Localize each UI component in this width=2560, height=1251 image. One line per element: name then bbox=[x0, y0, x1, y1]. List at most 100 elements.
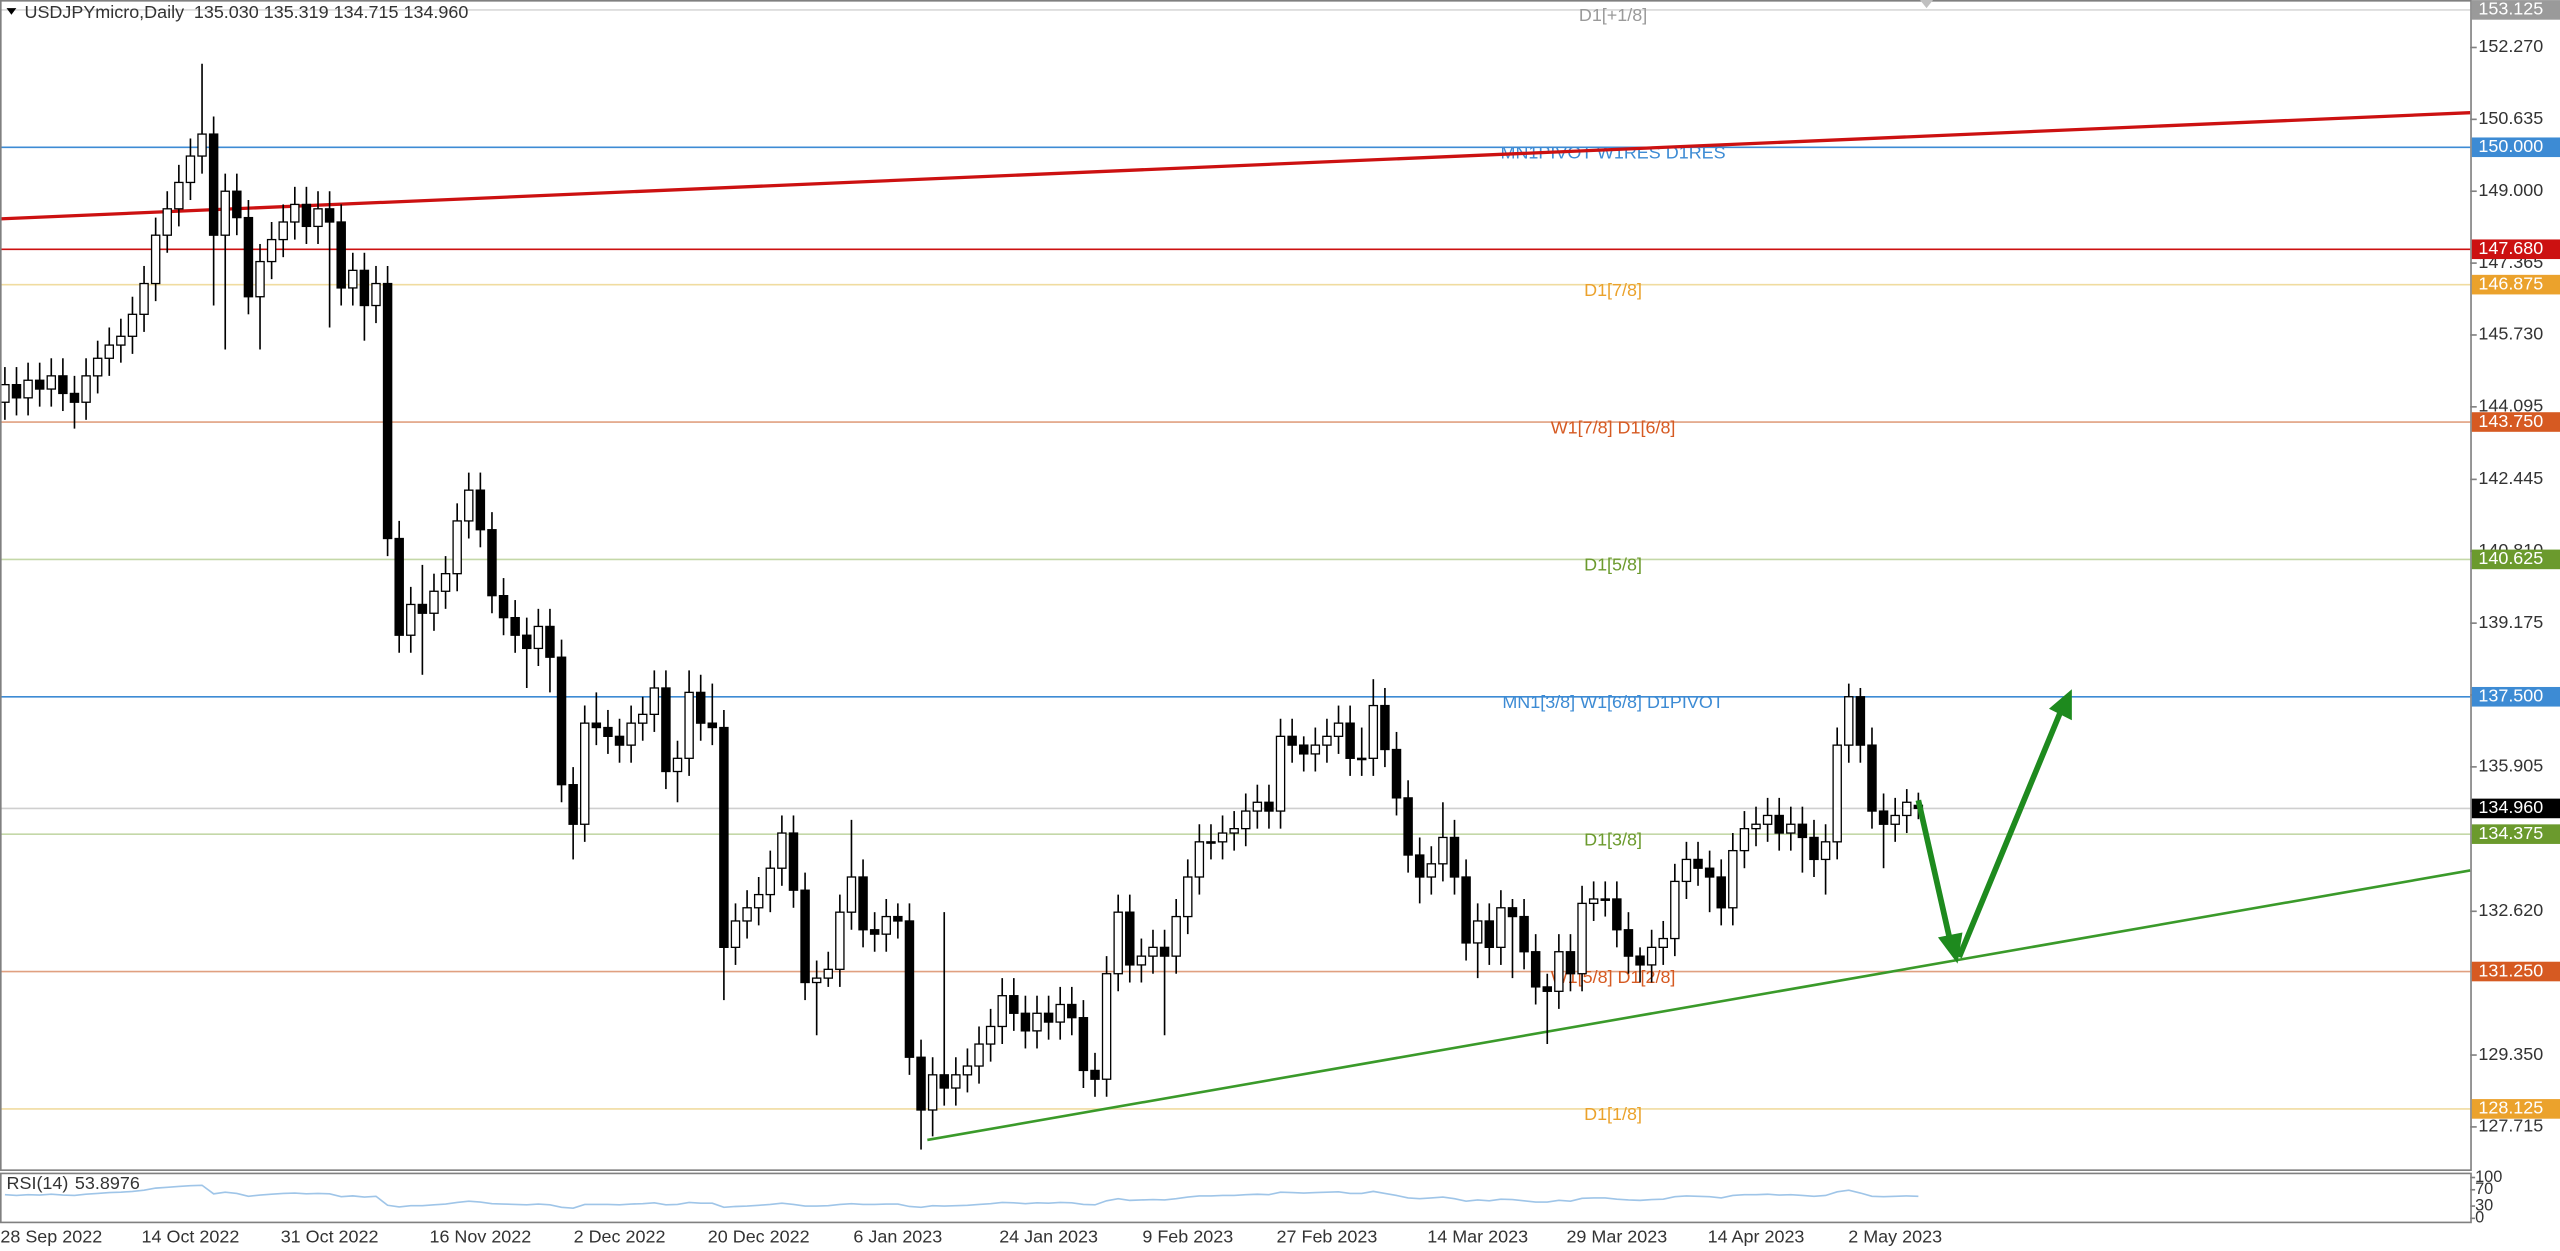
candle-body bbox=[1588, 898, 1599, 905]
candle-body bbox=[220, 190, 230, 236]
candle-body bbox=[1646, 946, 1657, 966]
candle-body bbox=[348, 269, 358, 289]
rsi-tick-label: 30 bbox=[2475, 1196, 2493, 1214]
candle-body bbox=[1461, 876, 1471, 944]
level-box bbox=[2471, 412, 2560, 432]
y-tick-label: 135.905 bbox=[2478, 756, 2543, 776]
price-axis: 152.270150.635149.000147.365145.730144.0… bbox=[2470, 0, 2560, 1136]
candle-body bbox=[742, 907, 752, 922]
candle-body bbox=[881, 915, 891, 935]
level-box bbox=[2471, 1099, 2560, 1119]
candle-body bbox=[637, 713, 648, 724]
candle-body bbox=[1530, 951, 1541, 988]
candle-body bbox=[1739, 827, 1750, 852]
candle-body bbox=[1472, 920, 1483, 944]
candle-body bbox=[1403, 797, 1413, 856]
forecast-arrows bbox=[1915, 689, 2072, 964]
candle-body bbox=[1832, 744, 1842, 843]
symbol: USDJPYmicro,Daily bbox=[24, 2, 184, 22]
level-box-label: 140.625 bbox=[2478, 548, 2543, 568]
level-name: D1[3/8] bbox=[1584, 829, 1642, 849]
candle-body bbox=[1009, 995, 1019, 1014]
candle-body bbox=[846, 876, 857, 913]
candle-body bbox=[150, 234, 161, 285]
candle-body bbox=[1414, 854, 1425, 878]
candle-body bbox=[1159, 946, 1170, 957]
candle-body bbox=[1612, 898, 1622, 931]
candle-body bbox=[568, 784, 578, 825]
candle-body bbox=[1125, 911, 1135, 966]
candle-body bbox=[1055, 1003, 1065, 1023]
trend-line bbox=[0, 111, 2471, 221]
candle-body bbox=[440, 573, 451, 592]
quote: 135.030 135.319 134.715 134.960 bbox=[194, 2, 469, 22]
candle-body bbox=[811, 977, 822, 984]
level-box-label: 147.680 bbox=[2478, 238, 2543, 258]
plot-frame bbox=[0, 0, 2472, 1171]
level-box bbox=[2471, 549, 2560, 570]
candle-body bbox=[266, 238, 277, 263]
candle-body bbox=[661, 687, 671, 773]
candle-body bbox=[58, 375, 68, 395]
candle-body bbox=[1333, 722, 1344, 737]
level-name: D1[+1/8] bbox=[1579, 5, 1647, 25]
x-tick-label: 2 May 2023 bbox=[1848, 1227, 1942, 1247]
y-tick-label: 150.635 bbox=[2478, 108, 2543, 128]
candle-body bbox=[533, 625, 544, 650]
y-tick-label: 142.445 bbox=[2478, 468, 2543, 488]
y-tick-label: 145.730 bbox=[2478, 324, 2543, 344]
candle-body bbox=[916, 1056, 926, 1111]
candle-body bbox=[939, 1074, 949, 1089]
level-box-label: 134.375 bbox=[2478, 823, 2543, 843]
x-tick-label: 6 Jan 2023 bbox=[853, 1227, 942, 1247]
rsi-frame bbox=[0, 1172, 2472, 1224]
candle-body bbox=[208, 133, 219, 236]
candle-body bbox=[1902, 801, 1912, 817]
x-tick-label: 27 Feb 2023 bbox=[1277, 1227, 1378, 1247]
candle-body bbox=[672, 757, 683, 773]
candle-body bbox=[1299, 744, 1309, 755]
candle-body bbox=[1774, 814, 1784, 834]
candle-body bbox=[1264, 801, 1274, 812]
candle-body bbox=[869, 929, 880, 935]
candle-body bbox=[243, 216, 254, 298]
candle-body bbox=[1762, 814, 1773, 825]
candle-body bbox=[1751, 823, 1761, 830]
level-box bbox=[2471, 0, 2560, 20]
candle-body bbox=[104, 344, 115, 359]
date-axis: 28 Sep 2022 14 Oct 2022 31 Oct 2022 16 Nov … bbox=[0, 1227, 1942, 1247]
candle-body bbox=[1032, 1012, 1042, 1032]
candle-body bbox=[487, 529, 497, 597]
candle-body bbox=[174, 181, 184, 210]
x-tick-label: 20 Dec 2022 bbox=[708, 1227, 810, 1247]
candle-body bbox=[522, 634, 532, 650]
y-tick-label: 129.350 bbox=[2478, 1044, 2543, 1064]
x-tick-label: 16 Nov 2022 bbox=[429, 1227, 531, 1247]
menu-triangle[interactable] bbox=[6, 8, 17, 15]
level-name: D1[1/8] bbox=[1584, 1104, 1642, 1124]
x-tick-label: 14 Mar 2023 bbox=[1427, 1227, 1528, 1247]
candle-body bbox=[116, 335, 126, 346]
candle-body bbox=[1426, 863, 1437, 878]
candle-body bbox=[1310, 744, 1321, 755]
rsi-line bbox=[4, 1184, 1919, 1209]
candle-body bbox=[1148, 946, 1158, 957]
candle-body bbox=[1867, 744, 1877, 812]
candle-body bbox=[1704, 867, 1715, 878]
x-tick-label: 2 Dec 2022 bbox=[574, 1227, 666, 1247]
candle-body bbox=[777, 832, 787, 869]
rsi-tick-label: 70 bbox=[2475, 1180, 2493, 1198]
candle-body bbox=[695, 691, 706, 724]
candle-body bbox=[324, 208, 335, 223]
candle-body bbox=[1797, 823, 1808, 839]
candle-body bbox=[1380, 704, 1390, 751]
candle-body bbox=[1020, 1012, 1031, 1032]
level-box-label: 137.500 bbox=[2478, 686, 2543, 706]
candle-body bbox=[1136, 955, 1147, 966]
level-box bbox=[2471, 137, 2560, 158]
candle-body bbox=[649, 687, 660, 716]
y-tick-label: 152.270 bbox=[2478, 36, 2543, 56]
candle-body bbox=[626, 722, 636, 746]
shift-marker bbox=[1920, 0, 1934, 9]
